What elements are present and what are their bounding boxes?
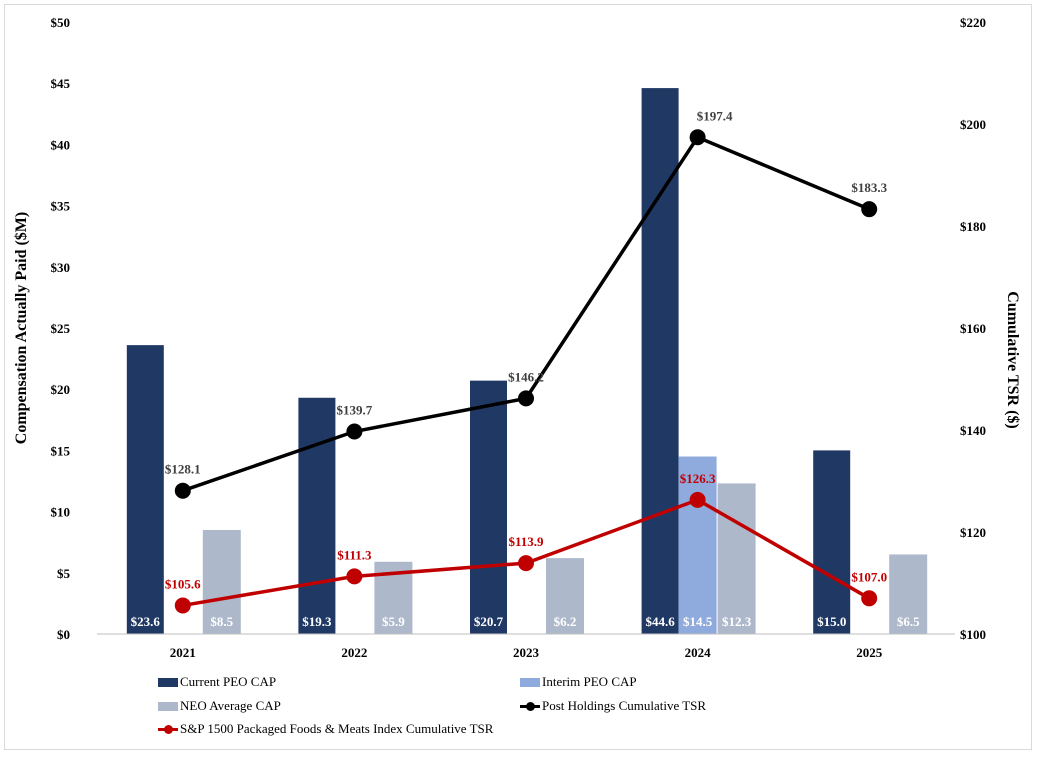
y-right-tick-label: $100 (960, 627, 986, 642)
bar-current-peo-cap (813, 450, 851, 634)
line-data-label: $126.3 (680, 471, 716, 486)
line-data-label: $111.3 (337, 547, 372, 562)
legend-item: S&P 1500 Packaged Foods & Meats Index Cu… (158, 721, 493, 737)
bar-neo-average-cap (546, 558, 584, 634)
x-tick-label: 2023 (513, 645, 540, 660)
bar-data-label: $14.5 (683, 614, 713, 629)
bar-neo-average-cap (202, 529, 241, 634)
y-right-tick-label: $120 (960, 525, 986, 540)
y-right-tick-label: $200 (960, 117, 986, 132)
line-series-0 (182, 135, 870, 493)
line-series-1 (182, 497, 871, 608)
bar-current-peo-cap (126, 345, 164, 634)
legend-label: NEO Average CAP (180, 698, 281, 713)
legend-label: Interim PEO CAP (542, 674, 637, 689)
legend-swatch (520, 677, 540, 687)
bar-data-label: $23.6 (131, 614, 161, 629)
line-point (174, 597, 191, 614)
bar-data-label: $8.5 (210, 614, 233, 629)
y-left-tick-label: $20 (51, 382, 71, 397)
chart-frame (4, 4, 1032, 750)
bar-current-peo-cap (641, 88, 679, 634)
bar-data-label: $12.3 (722, 614, 752, 629)
line-point (861, 201, 878, 218)
line-point (689, 491, 706, 508)
y-right-tick-label: $160 (960, 321, 986, 336)
bar-data-label: $15.0 (817, 614, 846, 629)
bar-data-label: $20.7 (474, 614, 504, 629)
line-point (174, 482, 191, 499)
bar-data-label: $44.6 (645, 614, 675, 629)
x-tick-label: 2022 (341, 645, 367, 660)
line-data-label: $146.2 (508, 369, 544, 384)
line-point (518, 555, 534, 572)
line-data-label: $128.1 (165, 462, 201, 477)
legend-swatch (520, 701, 540, 711)
legend-swatch (158, 677, 178, 687)
line-data-label: $105.6 (165, 576, 201, 591)
y-left-axis-title: Compensation Actually Paid ($M) (13, 212, 30, 444)
y-left-tick-label: $45 (51, 76, 71, 91)
bar-data-label: $5.9 (382, 614, 405, 629)
y-right-tick-label: $220 (960, 15, 986, 30)
legend-item: NEO Average CAP (158, 698, 281, 714)
y-left-tick-label: $50 (51, 15, 71, 30)
line-point (518, 390, 534, 407)
legend-label: Post Holdings Cumulative TSR (542, 698, 707, 713)
bar-neo-average-cap (889, 554, 928, 634)
y-left-tick-label: $25 (51, 321, 71, 336)
x-tick-label: 2024 (685, 645, 712, 660)
legend-label: Current PEO CAP (180, 674, 277, 689)
x-tick-label: 2021 (170, 645, 196, 660)
legend-label: S&P 1500 Packaged Foods & Meats Index Cu… (180, 721, 494, 736)
bar-current-peo-cap (298, 397, 336, 634)
bar-current-peo-cap (470, 380, 507, 634)
line-point (861, 590, 878, 607)
y-left-tick-label: $30 (51, 260, 71, 275)
bar-data-label: $19.3 (302, 614, 332, 629)
line-data-label: $113.9 (508, 534, 544, 549)
y-left-tick-label: $35 (51, 199, 71, 214)
bar-data-label: $6.5 (897, 614, 920, 629)
bar-interim-peo-cap (678, 456, 717, 634)
y-left-tick-label: $40 (51, 137, 71, 152)
legend-swatch (158, 701, 178, 711)
y-left-tick-label: $5 (57, 566, 71, 581)
y-left-tick-label: $15 (51, 443, 71, 458)
legend-swatch (158, 724, 178, 734)
x-tick-label: 2025 (856, 645, 883, 660)
y-left-tick-label: $0 (57, 627, 70, 642)
line-point (346, 423, 363, 440)
line-data-label: $107.0 (851, 569, 887, 584)
bar-neo-average-cap (717, 483, 756, 634)
legend-item: Current PEO CAP (158, 674, 276, 690)
y-right-tick-label: $140 (960, 423, 986, 438)
legend-item: Interim PEO CAP (520, 674, 637, 690)
line-point (346, 568, 363, 585)
y-left-tick-label: $10 (51, 505, 71, 520)
y-right-tick-label: $180 (960, 219, 986, 234)
line-data-label: $139.7 (337, 403, 373, 418)
line-point (689, 129, 706, 146)
line-data-label: $197.4 (697, 108, 733, 123)
y-right-axis-title: Cumulative TSR ($) (1004, 291, 1021, 429)
line-data-label: $183.3 (851, 180, 887, 195)
legend-item: Post Holdings Cumulative TSR (520, 698, 706, 714)
bar-data-label: $6.2 (554, 614, 577, 629)
